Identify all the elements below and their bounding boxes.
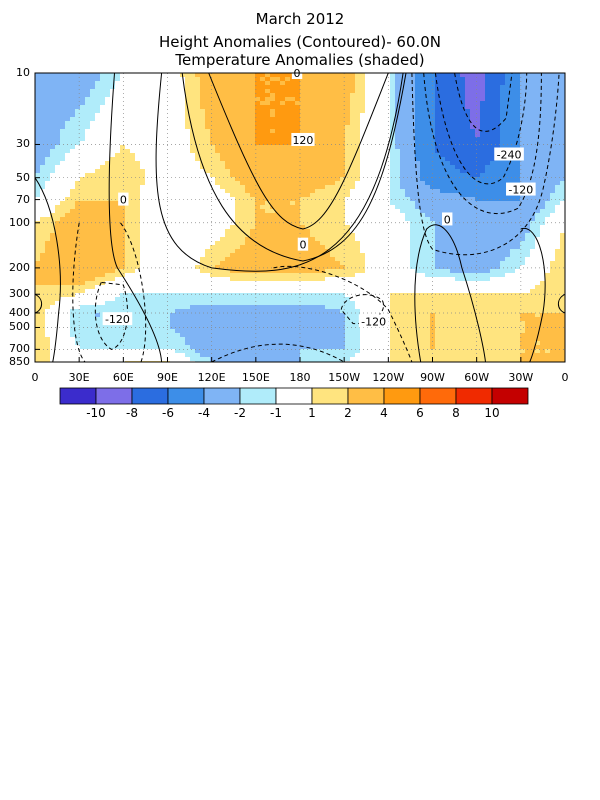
contour-edge-east xyxy=(557,293,566,314)
contour-minus-60-west xyxy=(411,72,560,256)
x-tick-label: 0 xyxy=(561,371,569,384)
colorbar-label: 4 xyxy=(380,406,388,420)
y-tick-label: 700 xyxy=(9,342,30,356)
colorbar-swatch xyxy=(311,387,349,405)
y-tick-label: 400 xyxy=(9,305,30,319)
colorbar-label: -10 xyxy=(86,406,106,420)
contour-label: -240 xyxy=(497,148,522,161)
colorbar-swatch xyxy=(239,387,277,405)
colorbar-label: 1 xyxy=(308,406,316,420)
contour-minus-300 xyxy=(454,72,513,132)
colorbar-label: 2 xyxy=(344,406,352,420)
contour-label: 0 xyxy=(444,213,451,226)
contour-edge-west xyxy=(34,293,43,314)
colorbar-label: -4 xyxy=(198,406,210,420)
contour-label: 0 xyxy=(299,239,306,252)
colorbar-swatch xyxy=(275,387,313,405)
y-tick-label: 70 xyxy=(16,192,30,206)
chart-subtitle-temperature: Temperature Anomalies (shaded) xyxy=(175,51,425,69)
x-tick-label: 60E xyxy=(112,371,134,384)
colorbar-swatch xyxy=(131,387,169,405)
contour-label: 0 xyxy=(120,194,127,207)
x-tick-label: 90W xyxy=(420,371,445,384)
contour-60 xyxy=(181,72,407,262)
contour-label-bg xyxy=(297,237,309,251)
colorbar-swatch xyxy=(167,387,205,405)
contour-label-bg xyxy=(442,212,453,226)
contour-label-bg xyxy=(506,182,536,196)
colorbar-swatch xyxy=(383,387,421,405)
contour-label-bg xyxy=(102,312,133,326)
colorbar-swatch xyxy=(455,387,493,405)
colorbar-label: -6 xyxy=(162,406,174,420)
contour-0-central xyxy=(155,72,404,272)
contour-120 xyxy=(208,72,389,230)
contour-60-west-edge xyxy=(34,177,61,363)
x-tick-label: 120W xyxy=(372,371,405,384)
x-tick-label: 30E xyxy=(68,371,90,384)
colorbar-swatch xyxy=(95,387,133,405)
colorbar xyxy=(59,387,529,405)
contour-label: 120 xyxy=(292,134,313,147)
colorbar-label: 10 xyxy=(484,406,500,420)
colorbar-swatch xyxy=(59,387,97,405)
colorbar-label: 6 xyxy=(416,406,424,420)
contour-label-bg xyxy=(494,147,524,161)
contour-label: -120 xyxy=(361,315,386,328)
x-tick-label: 30W xyxy=(508,371,534,384)
contour-minus-120-west xyxy=(423,72,542,214)
x-tick-label: 150W xyxy=(328,371,361,384)
colorbar-label: -1 xyxy=(270,406,282,420)
colorbar-swatch xyxy=(347,387,385,405)
contour-minus-120-central xyxy=(340,294,385,325)
contour-minus-60-east xyxy=(72,222,147,363)
contour-label: -120 xyxy=(508,184,533,197)
contour-minus-60-low xyxy=(211,343,345,363)
y-tick-label: 300 xyxy=(9,287,30,301)
colorbar-swatch xyxy=(491,387,529,405)
y-tick-label: 30 xyxy=(16,137,30,151)
contour-label-bg xyxy=(291,132,315,146)
colorbar-label: 8 xyxy=(452,406,460,420)
x-tick-label: 150E xyxy=(241,371,270,384)
colorbar-swatch xyxy=(203,387,241,405)
y-tick-label: 200 xyxy=(9,260,30,274)
y-tick-label: 500 xyxy=(9,320,30,334)
y-tick-label: 10 xyxy=(16,66,30,79)
y-tick-label: 100 xyxy=(9,215,30,229)
x-tick-label: 0 xyxy=(31,371,39,384)
contour-minus-240 xyxy=(434,72,528,185)
contour-0-west xyxy=(414,224,486,363)
y-tick-label: 50 xyxy=(16,170,30,184)
contour-60-east-edge xyxy=(520,228,546,363)
x-tick-label: 60W xyxy=(464,371,490,384)
x-tick-label: 90E xyxy=(157,371,178,384)
contour-0-east xyxy=(108,72,163,363)
colorbar-swatch xyxy=(419,387,457,405)
y-tick-label: 850 xyxy=(9,355,30,368)
contour-minus-120-east xyxy=(94,281,128,350)
chart-title: March 2012 xyxy=(255,10,345,28)
chart-subtitle-height: Height Anomalies (Contoured)- 60.0N xyxy=(158,33,442,51)
contour-label: -120 xyxy=(105,313,130,326)
x-tick-label: 180 xyxy=(289,371,311,384)
colorbar-label: -8 xyxy=(126,406,138,420)
x-tick-label: 120E xyxy=(197,371,226,384)
contour-label-bg xyxy=(118,192,129,206)
contour-minus-60-central xyxy=(273,265,413,363)
contour-label-bg xyxy=(358,314,389,328)
colorbar-label: -2 xyxy=(234,406,246,420)
